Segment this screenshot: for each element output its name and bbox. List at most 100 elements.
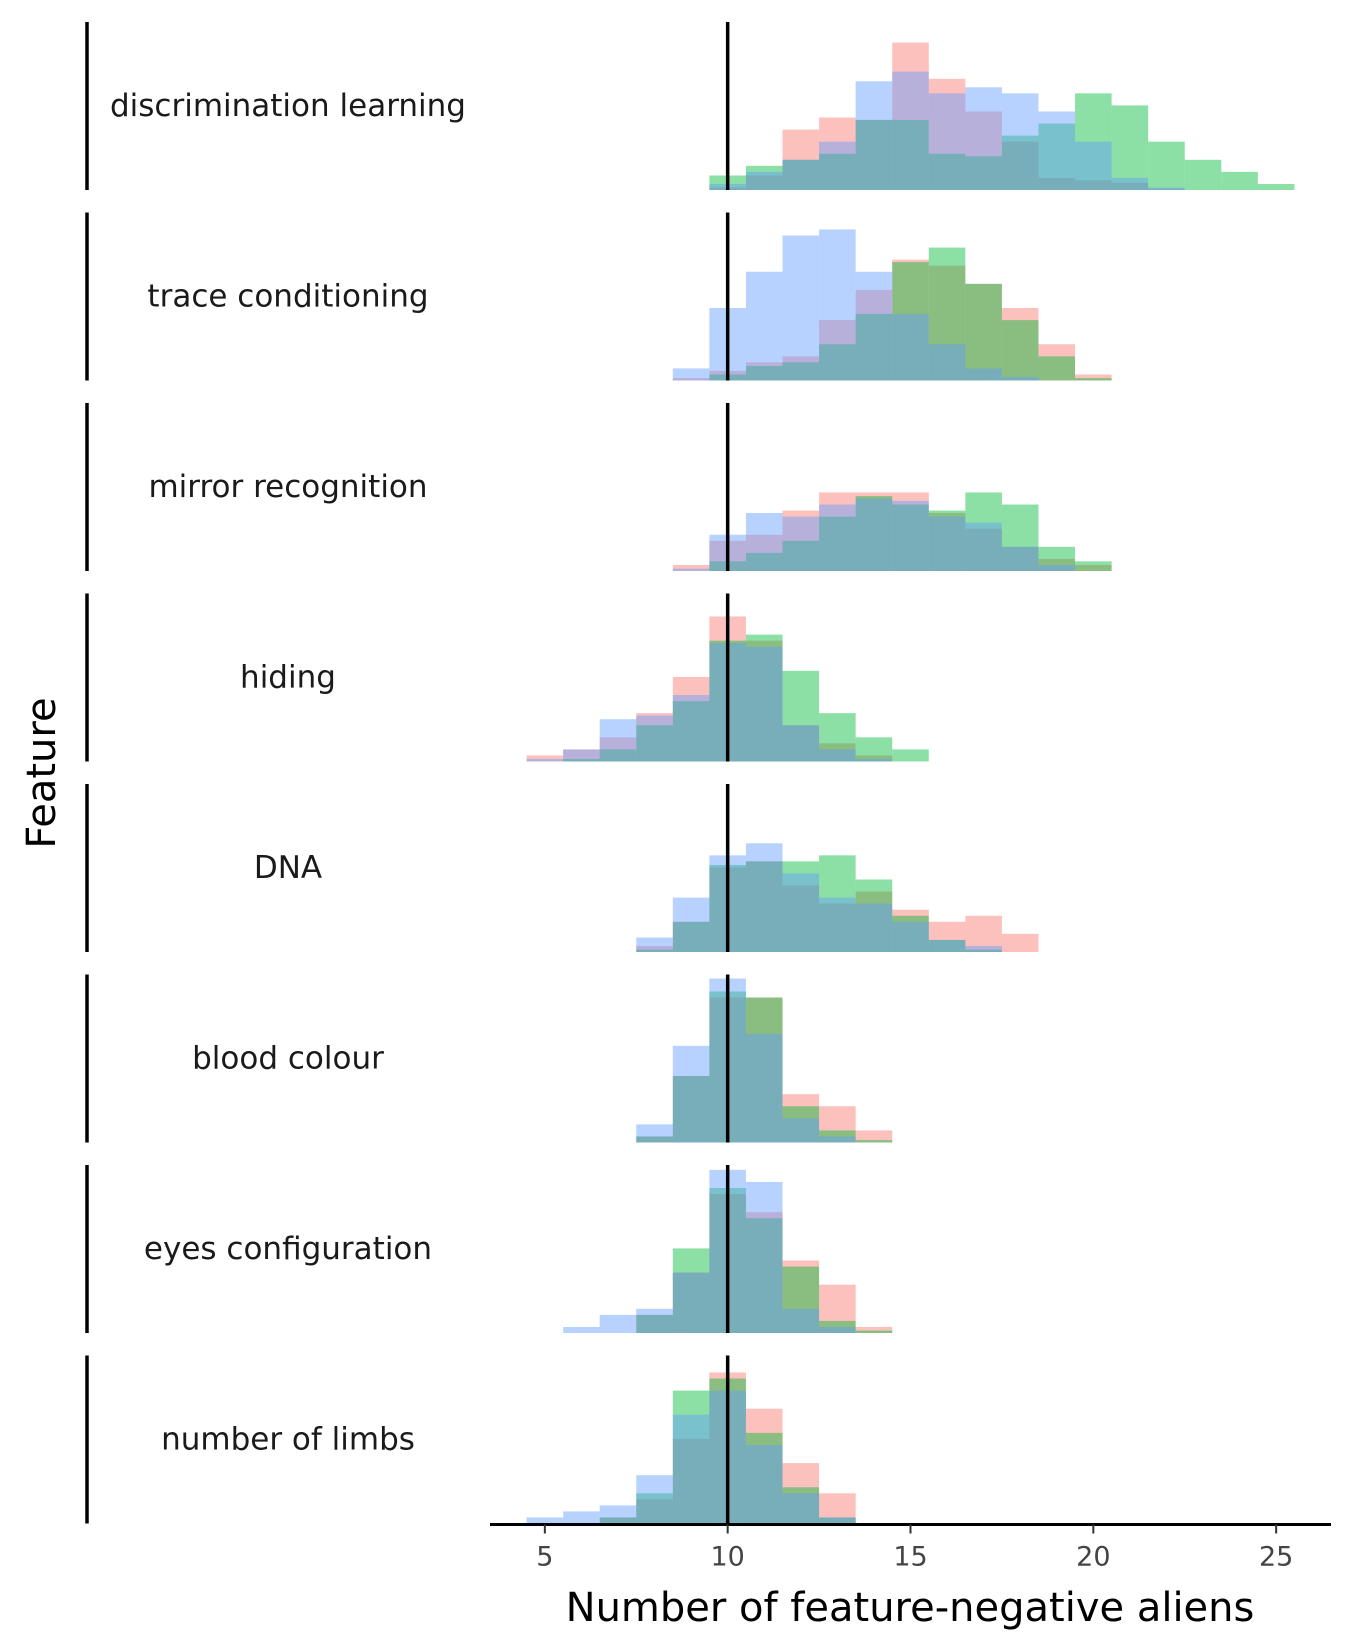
histogram-bar bbox=[819, 749, 856, 762]
histogram-bar bbox=[892, 119, 929, 190]
histogram-bar bbox=[563, 749, 600, 762]
histogram-bar bbox=[526, 755, 564, 762]
histogram-bar bbox=[1111, 177, 1149, 190]
histogram-bar bbox=[819, 492, 856, 571]
histogram-bar bbox=[1148, 141, 1185, 190]
histogram-bar bbox=[672, 1438, 710, 1524]
histogram-bar bbox=[672, 1272, 710, 1333]
histogram-bar bbox=[819, 229, 856, 381]
facet-panel: hiding bbox=[85, 593, 929, 762]
histogram-bar bbox=[855, 759, 893, 762]
histogram-bar bbox=[526, 1517, 564, 1524]
x-tick-label: 10 bbox=[710, 1542, 744, 1573]
histogram-bar bbox=[855, 81, 893, 190]
histogram-bar bbox=[782, 129, 820, 190]
histogram-bar bbox=[928, 344, 966, 381]
histogram-bar bbox=[636, 1308, 673, 1333]
x-tick-label: 5 bbox=[536, 1542, 553, 1573]
histogram-bar bbox=[782, 1260, 820, 1333]
feature-label: blood colour bbox=[192, 1041, 384, 1077]
histogram-bar bbox=[745, 171, 783, 190]
histogram-bar bbox=[1001, 546, 1039, 571]
histogram-bar bbox=[819, 743, 856, 762]
histogram-bar bbox=[819, 713, 856, 762]
histogram-bar bbox=[965, 915, 1002, 952]
histogram-bar bbox=[782, 510, 820, 571]
histogram-bar bbox=[636, 1314, 673, 1333]
histogram-bar bbox=[782, 159, 820, 190]
histogram-bar bbox=[745, 997, 783, 1143]
histogram-bar bbox=[745, 165, 783, 190]
histogram-bar bbox=[819, 1326, 856, 1333]
histogram-bar bbox=[745, 640, 783, 762]
histogram-bar bbox=[563, 1326, 600, 1333]
histogram-bar bbox=[599, 737, 637, 762]
facet-panel: mirror recognition bbox=[85, 403, 1112, 571]
histogram-bar bbox=[636, 1493, 673, 1524]
histogram-bar bbox=[855, 289, 893, 381]
x-axis-title: Number of feature-negative aliens bbox=[566, 1585, 1255, 1631]
histogram-bar bbox=[636, 1499, 673, 1524]
histogram-bar bbox=[855, 737, 893, 762]
histogram-bar bbox=[1075, 561, 1112, 571]
histogram-bar bbox=[819, 320, 856, 381]
feature-label: discrimination learning bbox=[110, 88, 466, 124]
histogram-bar bbox=[672, 378, 710, 381]
feature-label: hiding bbox=[240, 660, 336, 696]
histogram-bar bbox=[1001, 93, 1039, 190]
histogram-bar bbox=[782, 540, 820, 571]
histogram-bar bbox=[855, 119, 893, 190]
histogram-bar bbox=[819, 504, 856, 571]
histogram-bar bbox=[745, 861, 783, 952]
histogram-bar bbox=[819, 117, 856, 190]
histogram-bar bbox=[855, 271, 893, 381]
histogram-bar bbox=[1001, 141, 1039, 190]
facet-panel: eyes configuration bbox=[85, 1165, 893, 1333]
histogram-bar bbox=[928, 247, 966, 381]
histogram-bar bbox=[672, 1076, 710, 1143]
histogram-bar bbox=[928, 78, 966, 190]
histogram-bar bbox=[599, 1517, 637, 1524]
histogram-bar bbox=[1111, 182, 1149, 190]
histogram-bar bbox=[819, 1136, 856, 1143]
feature-label: trace conditioning bbox=[147, 279, 428, 315]
histogram-bar bbox=[892, 504, 929, 571]
histogram-bar bbox=[563, 759, 600, 762]
facet-panel: number of limbs bbox=[85, 1355, 856, 1524]
histogram-bar bbox=[819, 153, 856, 190]
histogram-bar bbox=[1038, 356, 1076, 381]
histogram-bar bbox=[819, 897, 856, 952]
histogram-bar bbox=[745, 1444, 783, 1524]
histogram-bar bbox=[782, 235, 820, 381]
histogram-bar bbox=[892, 42, 929, 191]
histogram-bar bbox=[928, 939, 966, 952]
histogram-bar bbox=[965, 949, 1002, 952]
feature-label: number of limbs bbox=[161, 1422, 415, 1458]
histogram-bar bbox=[782, 1493, 820, 1524]
histogram-bar bbox=[892, 492, 929, 571]
histogram-bar bbox=[745, 634, 783, 762]
histogram-bar bbox=[636, 713, 673, 762]
histogram-bar bbox=[965, 87, 1002, 190]
histogram-bar bbox=[965, 368, 1002, 381]
histogram-bar bbox=[855, 879, 893, 952]
histogram-bar bbox=[636, 725, 673, 762]
histogram-bar bbox=[965, 528, 1002, 571]
histogram-bar bbox=[1111, 105, 1149, 190]
histogram-bar bbox=[563, 749, 600, 762]
histogram-bar bbox=[636, 1475, 673, 1524]
histogram-bar bbox=[672, 1272, 710, 1333]
histogram-bar bbox=[855, 492, 893, 571]
histogram-bar bbox=[855, 903, 893, 952]
histogram-bar bbox=[965, 111, 1002, 190]
histogram-bar bbox=[965, 283, 1002, 381]
histogram-bar bbox=[819, 1106, 856, 1143]
histogram-bar bbox=[928, 153, 966, 190]
histogram-bar bbox=[745, 175, 783, 190]
histogram-bar bbox=[1075, 564, 1112, 571]
histogram-bar bbox=[965, 283, 1002, 381]
histogram-bar bbox=[672, 1045, 710, 1143]
panels: discrimination learning trace conditionin… bbox=[85, 22, 1295, 1524]
histogram-bar bbox=[1001, 504, 1039, 571]
histogram-bar bbox=[819, 141, 856, 190]
